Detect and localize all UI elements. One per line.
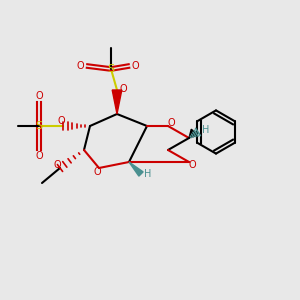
Text: H: H	[202, 125, 209, 136]
Polygon shape	[112, 90, 122, 114]
Text: O: O	[53, 160, 61, 170]
Text: O: O	[58, 116, 65, 127]
Text: S: S	[35, 121, 43, 131]
Text: O: O	[132, 61, 140, 71]
Text: H: H	[144, 169, 151, 179]
Polygon shape	[129, 162, 143, 176]
Text: S: S	[107, 64, 115, 74]
Text: O: O	[35, 151, 43, 161]
Text: O: O	[188, 160, 196, 170]
Text: O: O	[35, 91, 43, 101]
Text: O: O	[94, 167, 101, 177]
Text: O: O	[119, 83, 127, 94]
Text: O: O	[167, 118, 175, 128]
Text: O: O	[76, 61, 84, 71]
Polygon shape	[189, 129, 197, 138]
